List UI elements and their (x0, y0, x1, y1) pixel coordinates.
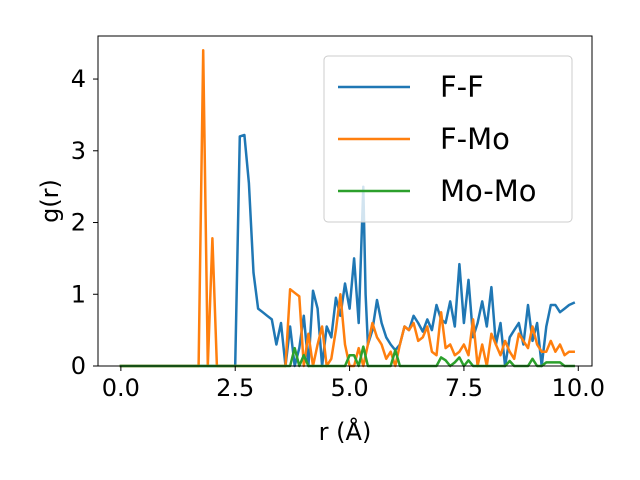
legend: F-F F-Mo Mo-Mo (323, 55, 573, 223)
legend-label-f-mo: F-Mo (440, 122, 510, 156)
y-axis-label: g(r) (36, 179, 64, 223)
x-tick-label: 0.0 (102, 374, 140, 402)
plot-lines (119, 49, 576, 368)
x-axis-label: r (Å) (319, 417, 372, 446)
x-tick-label: 10.0 (552, 374, 605, 402)
y-tick-label: 3 (71, 137, 86, 165)
x-tick-label: 2.5 (216, 374, 254, 402)
plot-frame (97, 35, 593, 367)
series-line-f-mo (119, 49, 575, 368)
x-tick-label: 7.5 (445, 374, 483, 402)
legend-label-f-f: F-F (440, 70, 484, 104)
y-tick-label: 4 (71, 65, 86, 93)
x-tick-label: 5.0 (330, 374, 368, 402)
series-line-mo-mo (119, 345, 575, 368)
axis-ticks: 0.0 2.5 5.0 7.5 10.0 0 1 2 3 4 (71, 65, 605, 402)
y-tick-label: 1 (71, 280, 86, 308)
legend-frame (323, 55, 573, 223)
y-tick-label: 2 (71, 209, 86, 237)
y-tick-label: 0 (71, 352, 86, 380)
legend-label-mo-mo: Mo-Mo (440, 174, 537, 208)
